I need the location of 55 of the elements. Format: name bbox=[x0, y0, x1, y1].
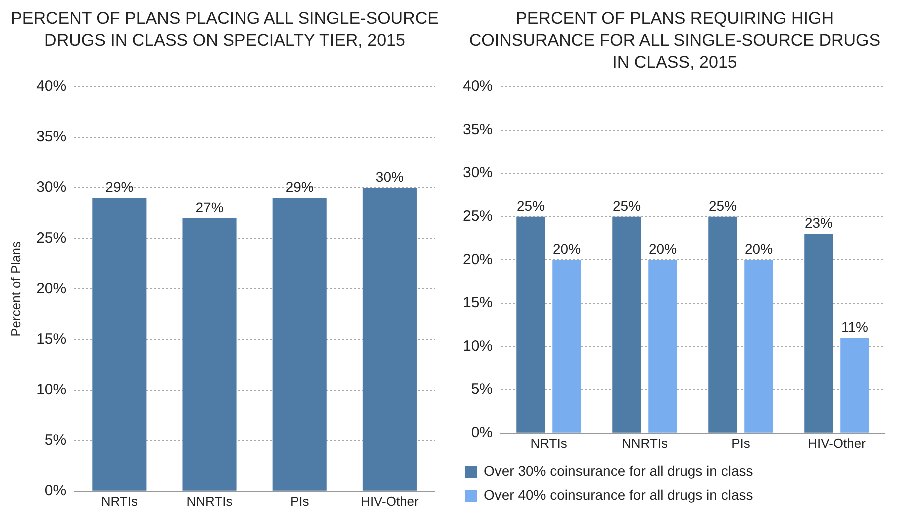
legend-label: Over 30% coinsurance for all drugs in class bbox=[484, 462, 754, 479]
y-tick-label: 5% bbox=[471, 381, 494, 398]
y-tick-label: 35% bbox=[36, 128, 67, 146]
y-tick-label: 25% bbox=[462, 208, 494, 226]
data-label: 25% bbox=[708, 198, 738, 214]
bar bbox=[804, 234, 834, 433]
data-label: 29% bbox=[106, 179, 134, 196]
bar bbox=[552, 260, 582, 433]
y-tick-label: 20% bbox=[36, 280, 67, 298]
bar bbox=[92, 198, 147, 491]
y-tick-label: 35% bbox=[462, 121, 494, 138]
x-tick-label: PIs bbox=[732, 436, 751, 451]
x-tick-label: HIV-Other bbox=[361, 494, 420, 509]
y-tick-label: 10% bbox=[36, 381, 67, 398]
bar bbox=[362, 188, 417, 491]
data-label: 25% bbox=[517, 198, 546, 214]
x-tick-label: PIs bbox=[290, 494, 310, 509]
legend-label: Over 40% coinsurance for all drugs in class bbox=[484, 486, 754, 503]
y-tick-label: 0% bbox=[44, 482, 67, 500]
bar bbox=[272, 198, 327, 491]
bar bbox=[708, 216, 738, 433]
y-tick-label: 25% bbox=[36, 230, 67, 247]
data-label: 25% bbox=[613, 198, 642, 214]
bar bbox=[612, 216, 642, 433]
bar bbox=[840, 338, 870, 433]
chart-title: PERCENT OF PLANS PLACING ALL SINGLE-SOURCE DRUGS IN CLASS ON SPECIALTY TIER, 2015 bbox=[10, 8, 440, 52]
y-tick-label: 15% bbox=[36, 330, 67, 348]
x-tick-label: NRTIs bbox=[530, 436, 568, 451]
data-label: 20% bbox=[744, 241, 774, 258]
data-label: 20% bbox=[648, 241, 678, 258]
data-label: 30% bbox=[376, 168, 404, 185]
bar bbox=[516, 216, 546, 433]
data-label: 27% bbox=[196, 199, 224, 216]
data-label: 11% bbox=[842, 319, 868, 335]
y-axis-title: Percent of Plans bbox=[8, 241, 24, 337]
bar bbox=[648, 260, 678, 433]
y-tick-label: 30% bbox=[462, 164, 494, 182]
y-tick-label: 40% bbox=[462, 78, 494, 96]
x-tick-label: HIV-Other bbox=[808, 436, 867, 451]
x-tick-label: NRTIs bbox=[101, 494, 138, 509]
data-label: 29% bbox=[286, 179, 314, 196]
y-tick-label: 40% bbox=[36, 78, 67, 96]
chart-title: PERCENT OF PLANS REQUIRING HIGH COINSURANCE FOR ALL SINGLE-SOURCE DRUGS IN CLASS, 2015 bbox=[468, 8, 882, 72]
y-tick-label: 10% bbox=[462, 338, 494, 355]
data-label: 23% bbox=[804, 215, 834, 232]
data-label: 20% bbox=[553, 241, 582, 258]
x-tick-label: NNRTIs bbox=[186, 494, 234, 509]
bar bbox=[182, 218, 237, 491]
y-tick-label: 15% bbox=[462, 294, 494, 312]
y-tick-label: 20% bbox=[462, 251, 494, 268]
y-tick-label: 30% bbox=[36, 179, 67, 196]
bar bbox=[744, 260, 774, 433]
y-tick-label: 0% bbox=[471, 424, 494, 442]
x-tick-label: NNRTIs bbox=[622, 436, 669, 451]
y-tick-label: 5% bbox=[44, 432, 67, 449]
